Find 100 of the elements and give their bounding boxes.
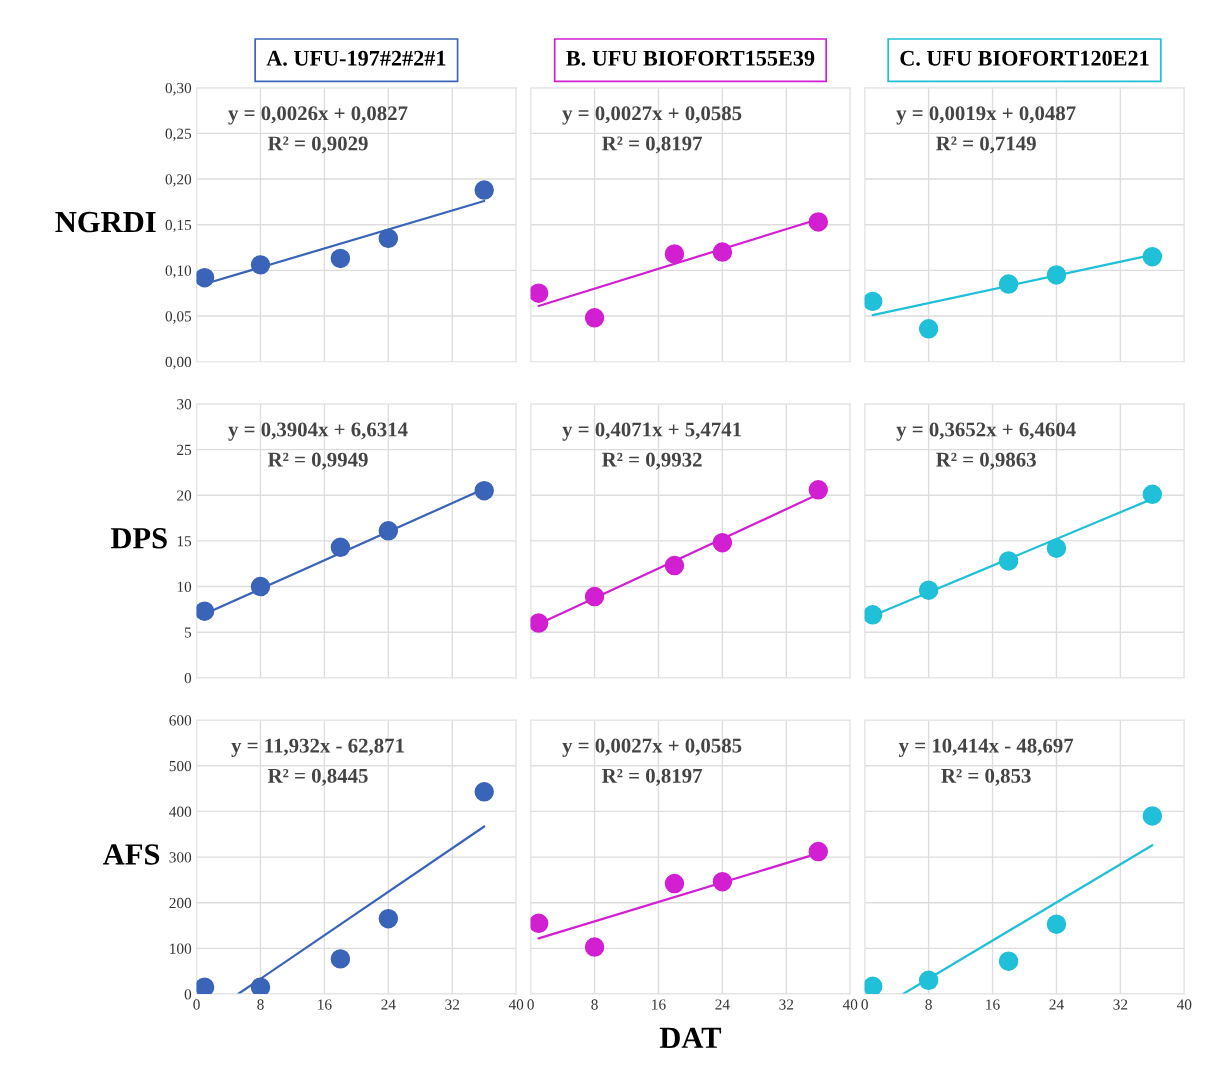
x-tick-label: 40 (842, 999, 858, 1010)
annotation: R² = 0,9863 (936, 452, 1036, 470)
x-axis-title: DAT (659, 1027, 722, 1048)
point (250, 576, 271, 597)
point (1142, 246, 1163, 267)
point (664, 873, 685, 894)
annotation: y = 0,4071x + 5,4741 (562, 422, 741, 441)
point (664, 244, 685, 264)
x-tick-label: 0 (861, 999, 868, 1010)
x-tick-label: 16 (318, 999, 332, 1010)
point (530, 613, 549, 633)
annotation: R² = 0,9932 (602, 452, 702, 470)
point (378, 521, 399, 541)
point (530, 283, 549, 303)
y-tick-label: 15 (177, 536, 192, 547)
point (250, 255, 271, 275)
x-tick-label: 0 (527, 999, 534, 1010)
x-tick-label: 16 (652, 999, 666, 1010)
annotation: y = 0,0026x + 0,0827 (228, 106, 408, 125)
x-tick-label: 8 (591, 999, 598, 1010)
point (530, 913, 549, 933)
y-tick-label: 200 (169, 897, 192, 909)
y-tick-label: 0,05 (165, 311, 192, 324)
y-tick-label: 0 (184, 989, 192, 1000)
y-axis-title: DPS (110, 528, 167, 549)
y-tick-label: 5 (184, 627, 192, 638)
y-axis-title: AFS (103, 844, 160, 865)
point (808, 841, 828, 862)
y-tick-label: 30 (177, 399, 192, 410)
point (584, 586, 605, 607)
x-tick-label: 16 (986, 999, 1000, 1010)
y-tick-label: 0,15 (165, 219, 192, 233)
point (864, 976, 883, 995)
y-tick-label: 0,10 (165, 265, 192, 278)
chart-title: B. UFU BIOFORT155E39 (566, 50, 815, 66)
point (864, 291, 883, 312)
y-tick-label: 0,25 (165, 128, 192, 142)
point (918, 319, 939, 339)
point (196, 601, 215, 621)
point (196, 267, 215, 288)
chart-title: C. UFU BIOFORT120E21 (900, 50, 1149, 66)
x-tick-label: 24 (381, 999, 396, 1010)
x-tick-label: 32 (779, 999, 794, 1010)
point (918, 580, 939, 600)
y-tick-label: 0,30 (165, 82, 192, 96)
annotation: y = 11,932x - 62,871 (231, 738, 404, 757)
point (998, 551, 1019, 571)
point (664, 555, 685, 576)
chart-title: A. UFU-197#2#2#1 (266, 50, 446, 66)
annotation: y = 0,0027x + 0,0585 (562, 106, 742, 125)
annotation: y = 0,3904x + 6,6314 (228, 422, 408, 441)
point (1046, 538, 1067, 558)
y-tick-label: 0,00 (165, 356, 192, 370)
annotation: y = 0,0019x + 0,0487 (896, 106, 1076, 125)
annotation: R² = 0,853 (941, 768, 1031, 786)
point (998, 951, 1019, 971)
annotation: y = 10,414x - 48,697 (898, 738, 1074, 757)
point (864, 605, 883, 625)
y-tick-label: 25 (177, 444, 192, 456)
y-tick-label: 20 (177, 490, 192, 501)
x-tick-label: 32 (445, 999, 460, 1010)
point (196, 977, 215, 995)
annotation: R² = 0,7149 (936, 136, 1036, 154)
point (1142, 484, 1163, 505)
y-tick-label: 300 (169, 852, 192, 863)
annotation: R² = 0,9029 (267, 136, 368, 154)
point (712, 532, 733, 553)
point (918, 970, 939, 991)
y-axis-title: NGRDI (55, 211, 156, 233)
point (584, 308, 605, 328)
x-tick-label: 24 (1049, 999, 1064, 1010)
point (474, 782, 494, 802)
point (330, 949, 351, 969)
point (474, 480, 494, 501)
x-tick-label: 32 (1113, 999, 1128, 1010)
x-tick-label: 40 (508, 999, 524, 1010)
point (998, 274, 1019, 294)
y-tick-label: 100 (170, 943, 192, 954)
annotation: R² = 0,8197 (602, 768, 703, 786)
point (330, 248, 351, 269)
point (712, 242, 733, 262)
y-tick-label: 600 (169, 715, 192, 726)
y-tick-label: 10 (177, 581, 192, 592)
point (1142, 806, 1163, 826)
y-tick-label: 500 (169, 760, 192, 772)
point (378, 228, 399, 249)
x-tick-label: 40 (1176, 999, 1192, 1010)
x-tick-label: 24 (715, 999, 730, 1010)
annotation: y = 0,0027x + 0,0585 (562, 738, 742, 757)
y-tick-label: 400 (169, 806, 192, 817)
x-tick-label: 8 (925, 999, 932, 1010)
annotation: R² = 0,8197 (602, 136, 703, 154)
annotation: R² = 0,8445 (267, 768, 368, 786)
point (1046, 265, 1067, 285)
point (378, 908, 399, 929)
x-tick-label: 0 (193, 999, 200, 1010)
point (808, 212, 828, 232)
y-tick-label: 0 (184, 672, 192, 684)
point (712, 871, 733, 892)
point (250, 977, 271, 995)
